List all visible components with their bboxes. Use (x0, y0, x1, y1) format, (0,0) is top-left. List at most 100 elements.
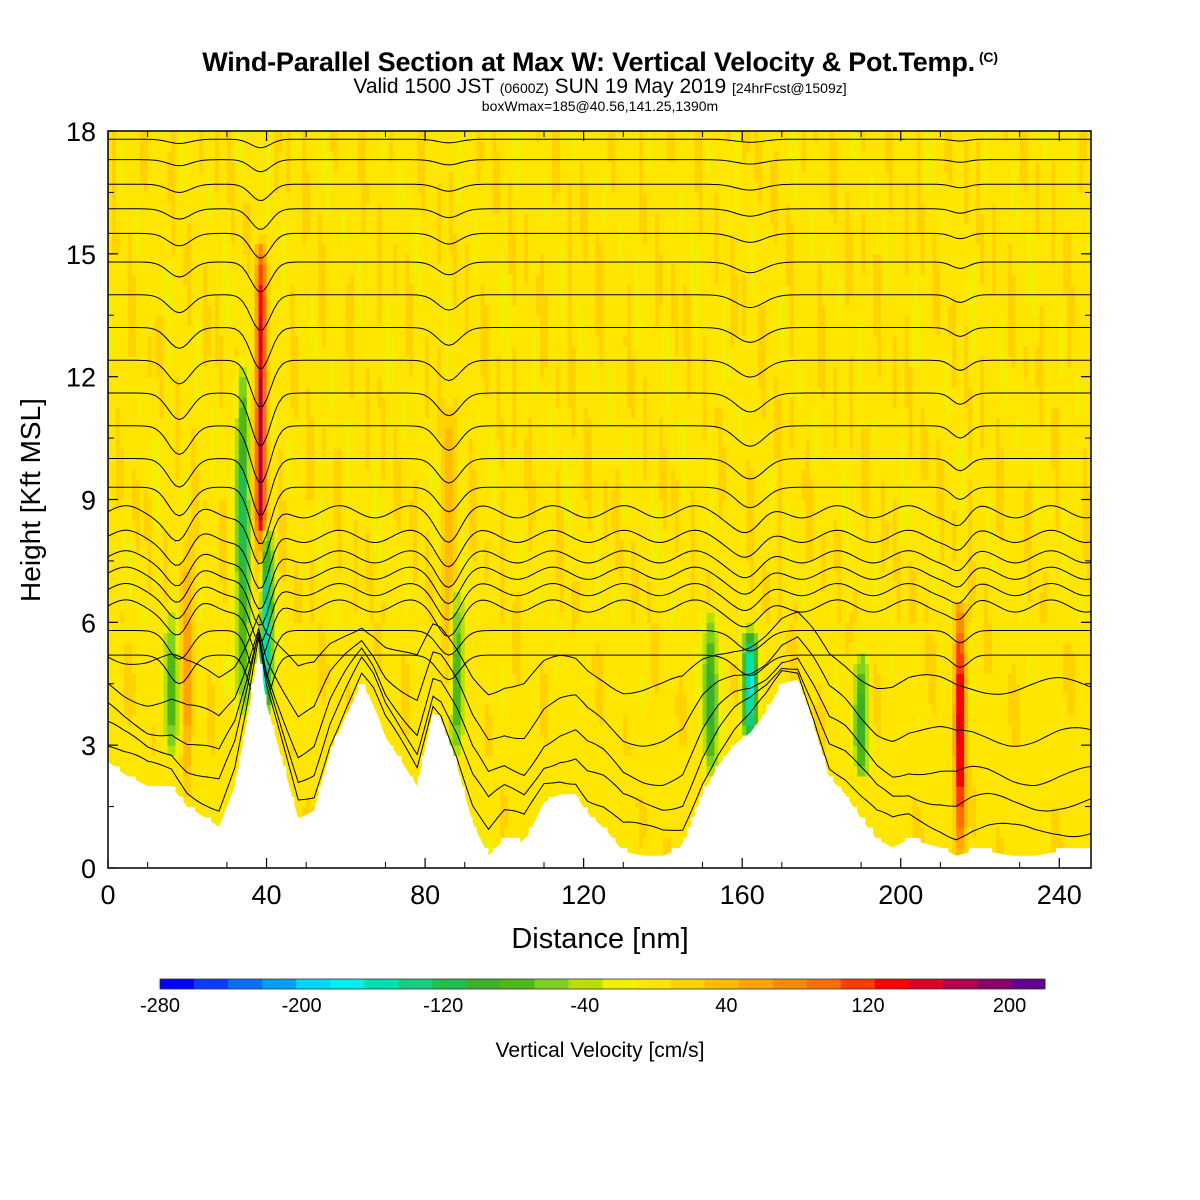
field-cell (337, 233, 343, 245)
field-cell (250, 530, 256, 542)
field-cell (135, 663, 141, 675)
field-cell (306, 151, 311, 163)
field-cell (254, 427, 260, 439)
field-cell (274, 499, 280, 511)
field-cell (278, 202, 283, 214)
field-cell (425, 704, 430, 716)
field-cell (322, 427, 327, 439)
field-cell (278, 499, 283, 511)
field-cell (179, 560, 184, 572)
field-cell (318, 264, 323, 275)
field-cell (203, 376, 208, 388)
field-cell (123, 182, 129, 194)
field-cell (143, 345, 149, 357)
field-cell (203, 806, 208, 818)
field-cell (314, 550, 319, 562)
field-cell (425, 642, 430, 654)
field-cell (199, 407, 204, 419)
field-cell (417, 397, 422, 408)
field-cell (175, 468, 180, 480)
field-cell (111, 202, 117, 214)
field-cell (397, 264, 402, 275)
field-cell (274, 622, 280, 634)
field-cell (357, 151, 363, 163)
field-cell (377, 622, 383, 634)
field-cell (353, 632, 359, 644)
field-cell (306, 417, 311, 429)
field-cell (421, 407, 426, 419)
field-cell (290, 417, 295, 429)
field-cell (310, 571, 315, 582)
field-cell (171, 448, 176, 460)
field-cell (155, 540, 161, 552)
field-cell (413, 386, 418, 398)
field-cell (337, 171, 343, 183)
field-cell (349, 427, 355, 439)
field-cell (314, 264, 319, 275)
field-cell (151, 305, 157, 316)
field-cell (417, 274, 422, 286)
field-cell (218, 724, 224, 736)
field-cell (389, 642, 394, 654)
field-cell (417, 356, 422, 368)
field-cell (373, 632, 379, 644)
field-cell (389, 305, 394, 316)
field-cell (230, 243, 236, 255)
field-cell (250, 509, 256, 521)
field-cell (337, 550, 343, 562)
field-cell (207, 448, 212, 460)
field-cell (405, 366, 410, 378)
field-cell (310, 356, 315, 368)
field-cell (337, 653, 343, 664)
field-cell (326, 571, 331, 582)
field-cell (179, 212, 184, 224)
field-cell (329, 642, 335, 654)
field-cell (401, 212, 406, 224)
field-cell (409, 284, 414, 296)
field-cell (397, 202, 402, 214)
field-cell (115, 612, 121, 623)
field-cell (314, 345, 319, 357)
field-cell (385, 734, 391, 746)
field-cell (222, 612, 228, 623)
field-cell (385, 724, 391, 736)
field-cell (326, 345, 331, 357)
field-cell (234, 141, 240, 153)
field-cell (405, 468, 410, 480)
field-cell (254, 161, 260, 173)
field-cell (373, 560, 379, 572)
field-cell (337, 499, 343, 511)
field-cell (286, 253, 291, 265)
field-cell (155, 151, 161, 163)
field-cell (250, 581, 256, 593)
field-cell (167, 253, 173, 265)
field-cell (349, 683, 355, 695)
field-cell (333, 131, 339, 142)
field-cell (199, 335, 204, 347)
field-cell (127, 448, 133, 460)
field-cell (258, 294, 264, 306)
field-cell (302, 796, 307, 808)
field-cell (373, 182, 379, 194)
field-cell (111, 704, 117, 716)
field-cell (302, 581, 307, 593)
field-cell (274, 223, 280, 234)
field-cell (270, 468, 276, 480)
field-cell (409, 325, 414, 337)
field-cell (187, 274, 192, 286)
subtitle-valid: Valid 1500 JST (353, 75, 494, 98)
field-cell (417, 171, 422, 183)
field-cell (294, 366, 299, 378)
field-cell (183, 448, 188, 460)
field-cell (298, 489, 303, 501)
field-cell (389, 325, 394, 337)
field-cell (139, 519, 145, 531)
field-cell (139, 642, 145, 654)
field-cell (199, 693, 204, 705)
field-cell (119, 601, 125, 613)
field-cell (234, 438, 240, 449)
field-cell (322, 560, 327, 572)
field-cell (381, 131, 387, 142)
field-cell (274, 653, 280, 664)
field-cell (234, 274, 240, 286)
